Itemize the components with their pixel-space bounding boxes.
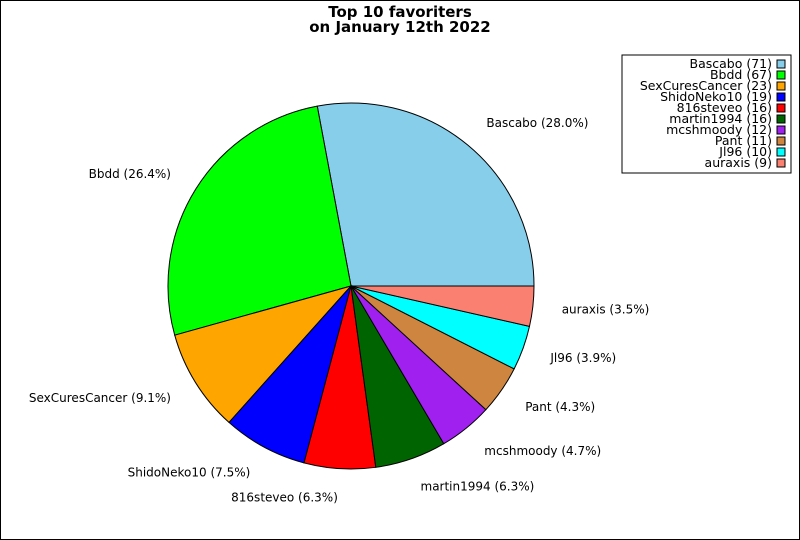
legend-entry-mcshmoody: mcshmoody (12) [666, 122, 772, 137]
slice-label-816steveo: 816steveo (6.3%) [231, 491, 338, 505]
legend-swatch-pant [776, 136, 786, 146]
slice-label-bbdd: Bbdd (26.4%) [89, 167, 171, 181]
legend-entry-martin1994: martin1994 (16) [669, 111, 772, 126]
slice-label-martin1994: martin1994 (6.3%) [421, 479, 535, 493]
slice-label-auraxis: auraxis (3.5%) [562, 303, 650, 317]
chart-subtitle: on January 12th 2022 [309, 18, 490, 36]
slice-labels: Bascabo (28.0%) Bbdd (26.4%) SexCuresCance… [29, 116, 649, 505]
pie-slice-sexcurescancer [174, 285, 353, 424]
legend-entry-bbdd: Bbdd (67) [710, 67, 772, 82]
legend-entry-bascabo: Bascabo (71) [690, 56, 773, 71]
slice-label-sexcurescancer: SexCuresCancer (9.1%) [29, 391, 171, 405]
legend: Bascabo (71)Bbdd (67)SexCuresCancer (23)… [621, 54, 792, 174]
chart-title: Top 10 favoriters [328, 3, 472, 21]
slice-label-mcshmoody: mcshmoody (4.7%) [484, 444, 601, 458]
legend-swatch-auraxis [776, 158, 786, 168]
legend-box [621, 54, 792, 174]
legend-entry-816steveo: 816steveo (16) [677, 100, 772, 115]
slice-label-bascabo: Bascabo (28.0%) [486, 116, 588, 130]
legend-entry-sexcurescancer: SexCuresCancer (23) [640, 78, 772, 93]
slice-label-shidoneko10: ShidoNeko10 (7.5%) [128, 466, 251, 480]
legend-entry-auraxis: auraxis (9) [705, 155, 772, 170]
legend-swatch-mcshmoody [776, 125, 786, 135]
legend-swatch-bbdd [776, 70, 786, 80]
legend-swatch-816steveo [776, 103, 786, 113]
legend-swatch-bascabo [776, 59, 786, 69]
legend-swatch-shidoneko10 [776, 92, 786, 102]
legend-entry-shidoneko10: ShidoNeko10 (19) [660, 89, 772, 104]
legend-swatch-sexcurescancer [776, 81, 786, 91]
pie-slices [167, 102, 535, 470]
legend-swatch-jl96 [776, 147, 786, 157]
legend-entry-pant: Pant (11) [715, 133, 772, 148]
legend-entry-jl96: Jl96 (10) [718, 144, 772, 159]
pie-slice-bascabo [316, 102, 535, 287]
pie-slice-bbdd [167, 105, 352, 336]
slice-label-pant: Pant (4.3%) [525, 400, 595, 414]
legend-swatch-martin1994 [776, 114, 786, 124]
slice-label-jl96: Jl96 (3.9%) [549, 351, 616, 365]
pie-slice-auraxis [350, 285, 535, 328]
